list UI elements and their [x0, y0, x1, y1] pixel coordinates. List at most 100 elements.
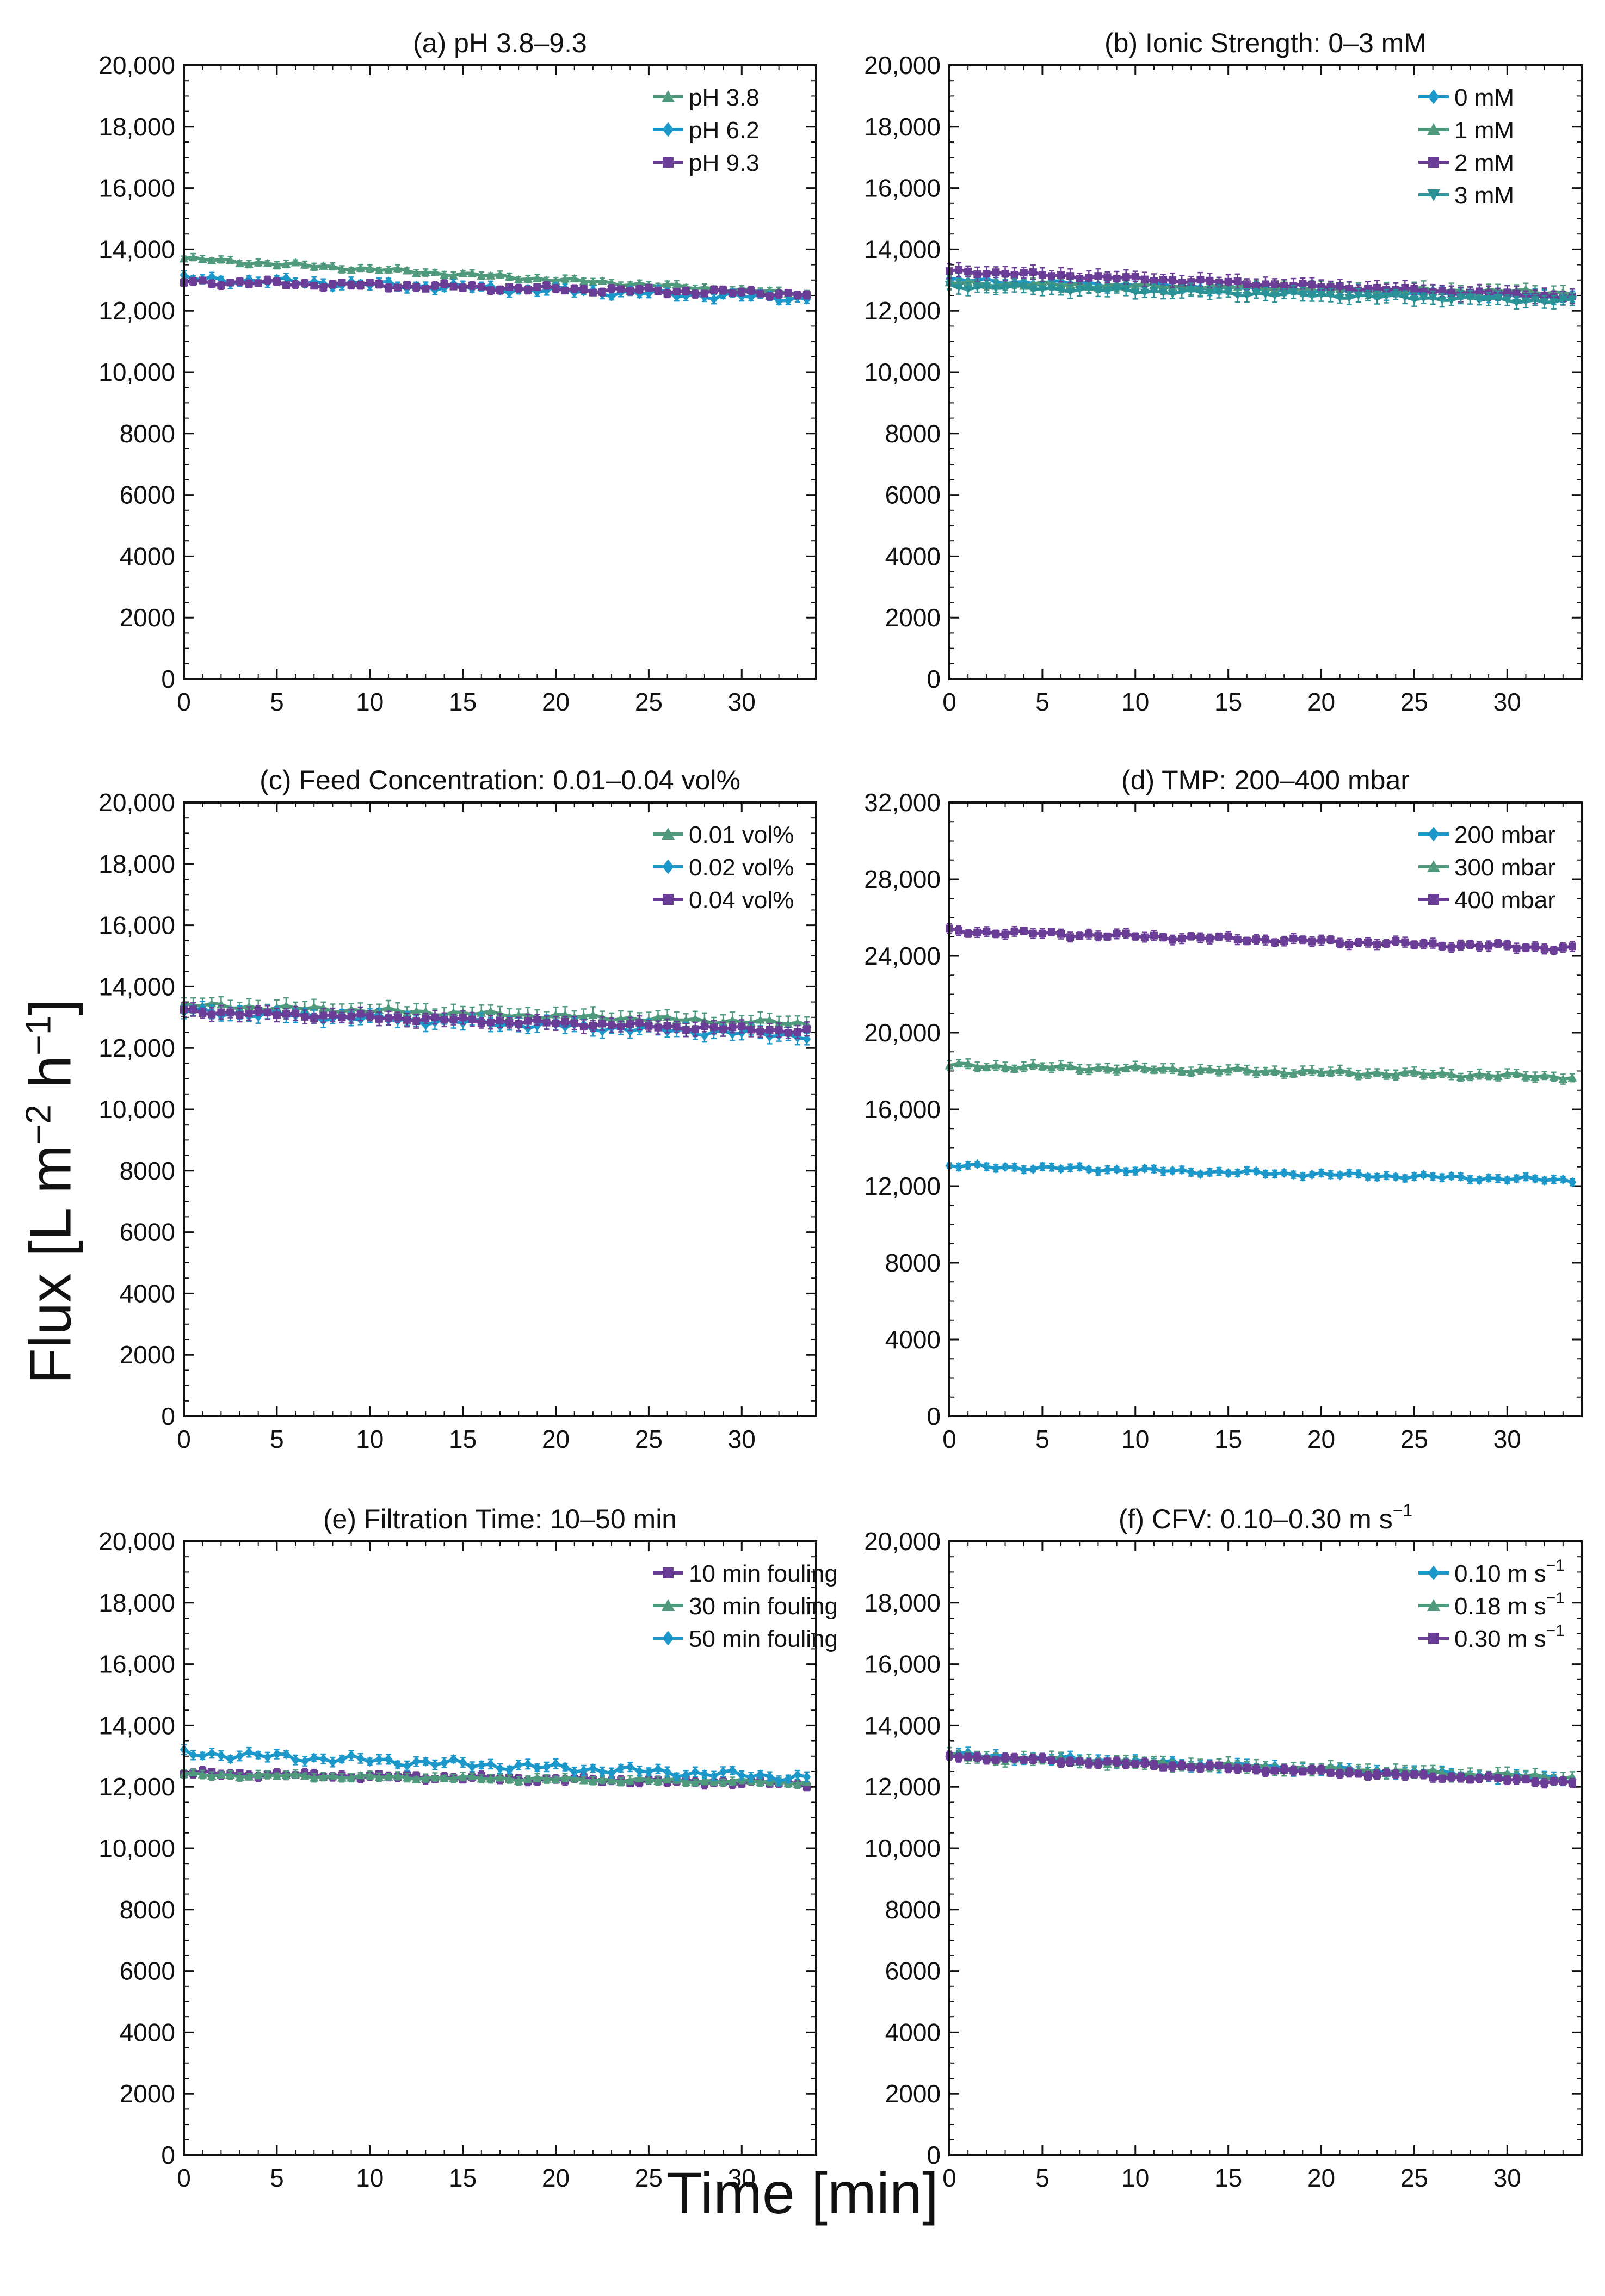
data-point — [1020, 1164, 1028, 1175]
legend-marker — [1428, 894, 1439, 905]
x-tick-label: 20 — [1307, 688, 1335, 716]
data-point — [337, 1773, 347, 1782]
data-point — [1373, 1172, 1381, 1183]
data-point — [486, 271, 496, 280]
data-point — [1568, 1177, 1577, 1188]
y-tick-label: 10,000 — [98, 1095, 175, 1124]
data-point — [282, 1010, 290, 1018]
data-point — [1447, 296, 1456, 305]
x-tick-label: 30 — [1493, 688, 1521, 716]
data-point — [1168, 1165, 1177, 1176]
data-point — [579, 1775, 589, 1785]
x-tick-label: 25 — [635, 1425, 663, 1453]
data-point — [1558, 1075, 1568, 1083]
data-point — [1140, 275, 1149, 283]
data-point — [570, 274, 579, 283]
y-tick-label: 2000 — [120, 603, 175, 632]
series-ph-9-3 — [180, 275, 811, 301]
data-point — [1233, 277, 1242, 285]
data-point — [644, 1775, 653, 1784]
data-point — [1169, 936, 1177, 944]
y-tick-label: 6000 — [120, 1957, 175, 1985]
data-point — [347, 1013, 355, 1021]
data-point — [1336, 939, 1344, 947]
data-point — [440, 1774, 449, 1782]
data-point — [653, 1776, 663, 1785]
data-point — [1214, 287, 1224, 297]
data-point — [1019, 282, 1029, 291]
data-point — [1103, 273, 1112, 281]
data-point — [1020, 927, 1028, 935]
x-tick-label: 5 — [270, 1425, 284, 1453]
data-point — [1289, 1169, 1298, 1180]
data-point — [263, 276, 271, 284]
data-point — [217, 274, 225, 285]
data-point — [1280, 1168, 1288, 1178]
data-point — [1131, 1166, 1140, 1177]
data-point — [747, 286, 755, 294]
data-point — [319, 1011, 328, 1020]
data-point — [775, 1026, 783, 1034]
data-point — [467, 1772, 477, 1781]
data-point — [1299, 280, 1307, 288]
data-point — [338, 1013, 346, 1021]
data-point — [226, 1770, 235, 1779]
data-point — [1168, 290, 1177, 299]
data-point — [523, 1774, 533, 1783]
data-point — [1493, 294, 1503, 303]
data-point — [328, 1772, 337, 1780]
data-point — [1476, 287, 1484, 295]
data-point — [1029, 268, 1037, 276]
data-point — [496, 286, 504, 294]
data-point — [1113, 930, 1121, 938]
data-point — [1484, 295, 1493, 304]
data-point — [1401, 283, 1409, 292]
data-point — [244, 1772, 254, 1781]
legend-label: pH 9.3 — [689, 150, 760, 176]
data-point — [1140, 933, 1149, 941]
y-tick-label: 4000 — [120, 1279, 175, 1307]
data-point — [1224, 288, 1233, 297]
data-point — [1540, 298, 1550, 307]
data-point — [1270, 1066, 1280, 1075]
data-point — [1550, 946, 1558, 954]
data-point — [653, 1012, 663, 1021]
data-point — [1094, 286, 1103, 295]
data-point — [1428, 1070, 1437, 1078]
y-tick-label: 4000 — [120, 2018, 175, 2046]
data-point — [1094, 932, 1102, 940]
data-point — [254, 1770, 263, 1779]
data-point — [412, 283, 421, 291]
data-point — [1047, 1162, 1056, 1172]
data-point — [532, 273, 542, 282]
data-point — [1363, 292, 1373, 300]
data-point — [1494, 940, 1502, 948]
data-point — [1262, 280, 1269, 288]
data-point — [1196, 1169, 1205, 1180]
y-tick-label: 0 — [927, 665, 941, 693]
data-point — [375, 280, 383, 288]
data-point — [1345, 285, 1353, 293]
data-point — [1113, 1164, 1121, 1175]
data-point — [301, 1013, 309, 1021]
data-point — [1326, 1067, 1336, 1076]
data-point — [430, 268, 440, 276]
data-point — [263, 258, 273, 267]
data-point — [1076, 931, 1084, 940]
data-point — [1271, 939, 1279, 947]
data-point — [1438, 942, 1446, 951]
data-point — [672, 287, 681, 295]
data-point — [1521, 1071, 1530, 1081]
data-point — [700, 1776, 709, 1785]
data-point — [954, 1058, 964, 1067]
data-point — [1028, 1060, 1038, 1069]
data-point — [533, 1016, 541, 1024]
data-point — [1057, 270, 1065, 279]
data-point — [496, 1016, 504, 1024]
x-tick-label: 30 — [728, 2164, 756, 2192]
data-point — [384, 1772, 393, 1781]
data-point — [588, 1010, 598, 1019]
x-tick-label: 15 — [449, 2164, 477, 2192]
data-point — [561, 1017, 569, 1026]
y-tick-label: 16,000 — [98, 174, 175, 202]
